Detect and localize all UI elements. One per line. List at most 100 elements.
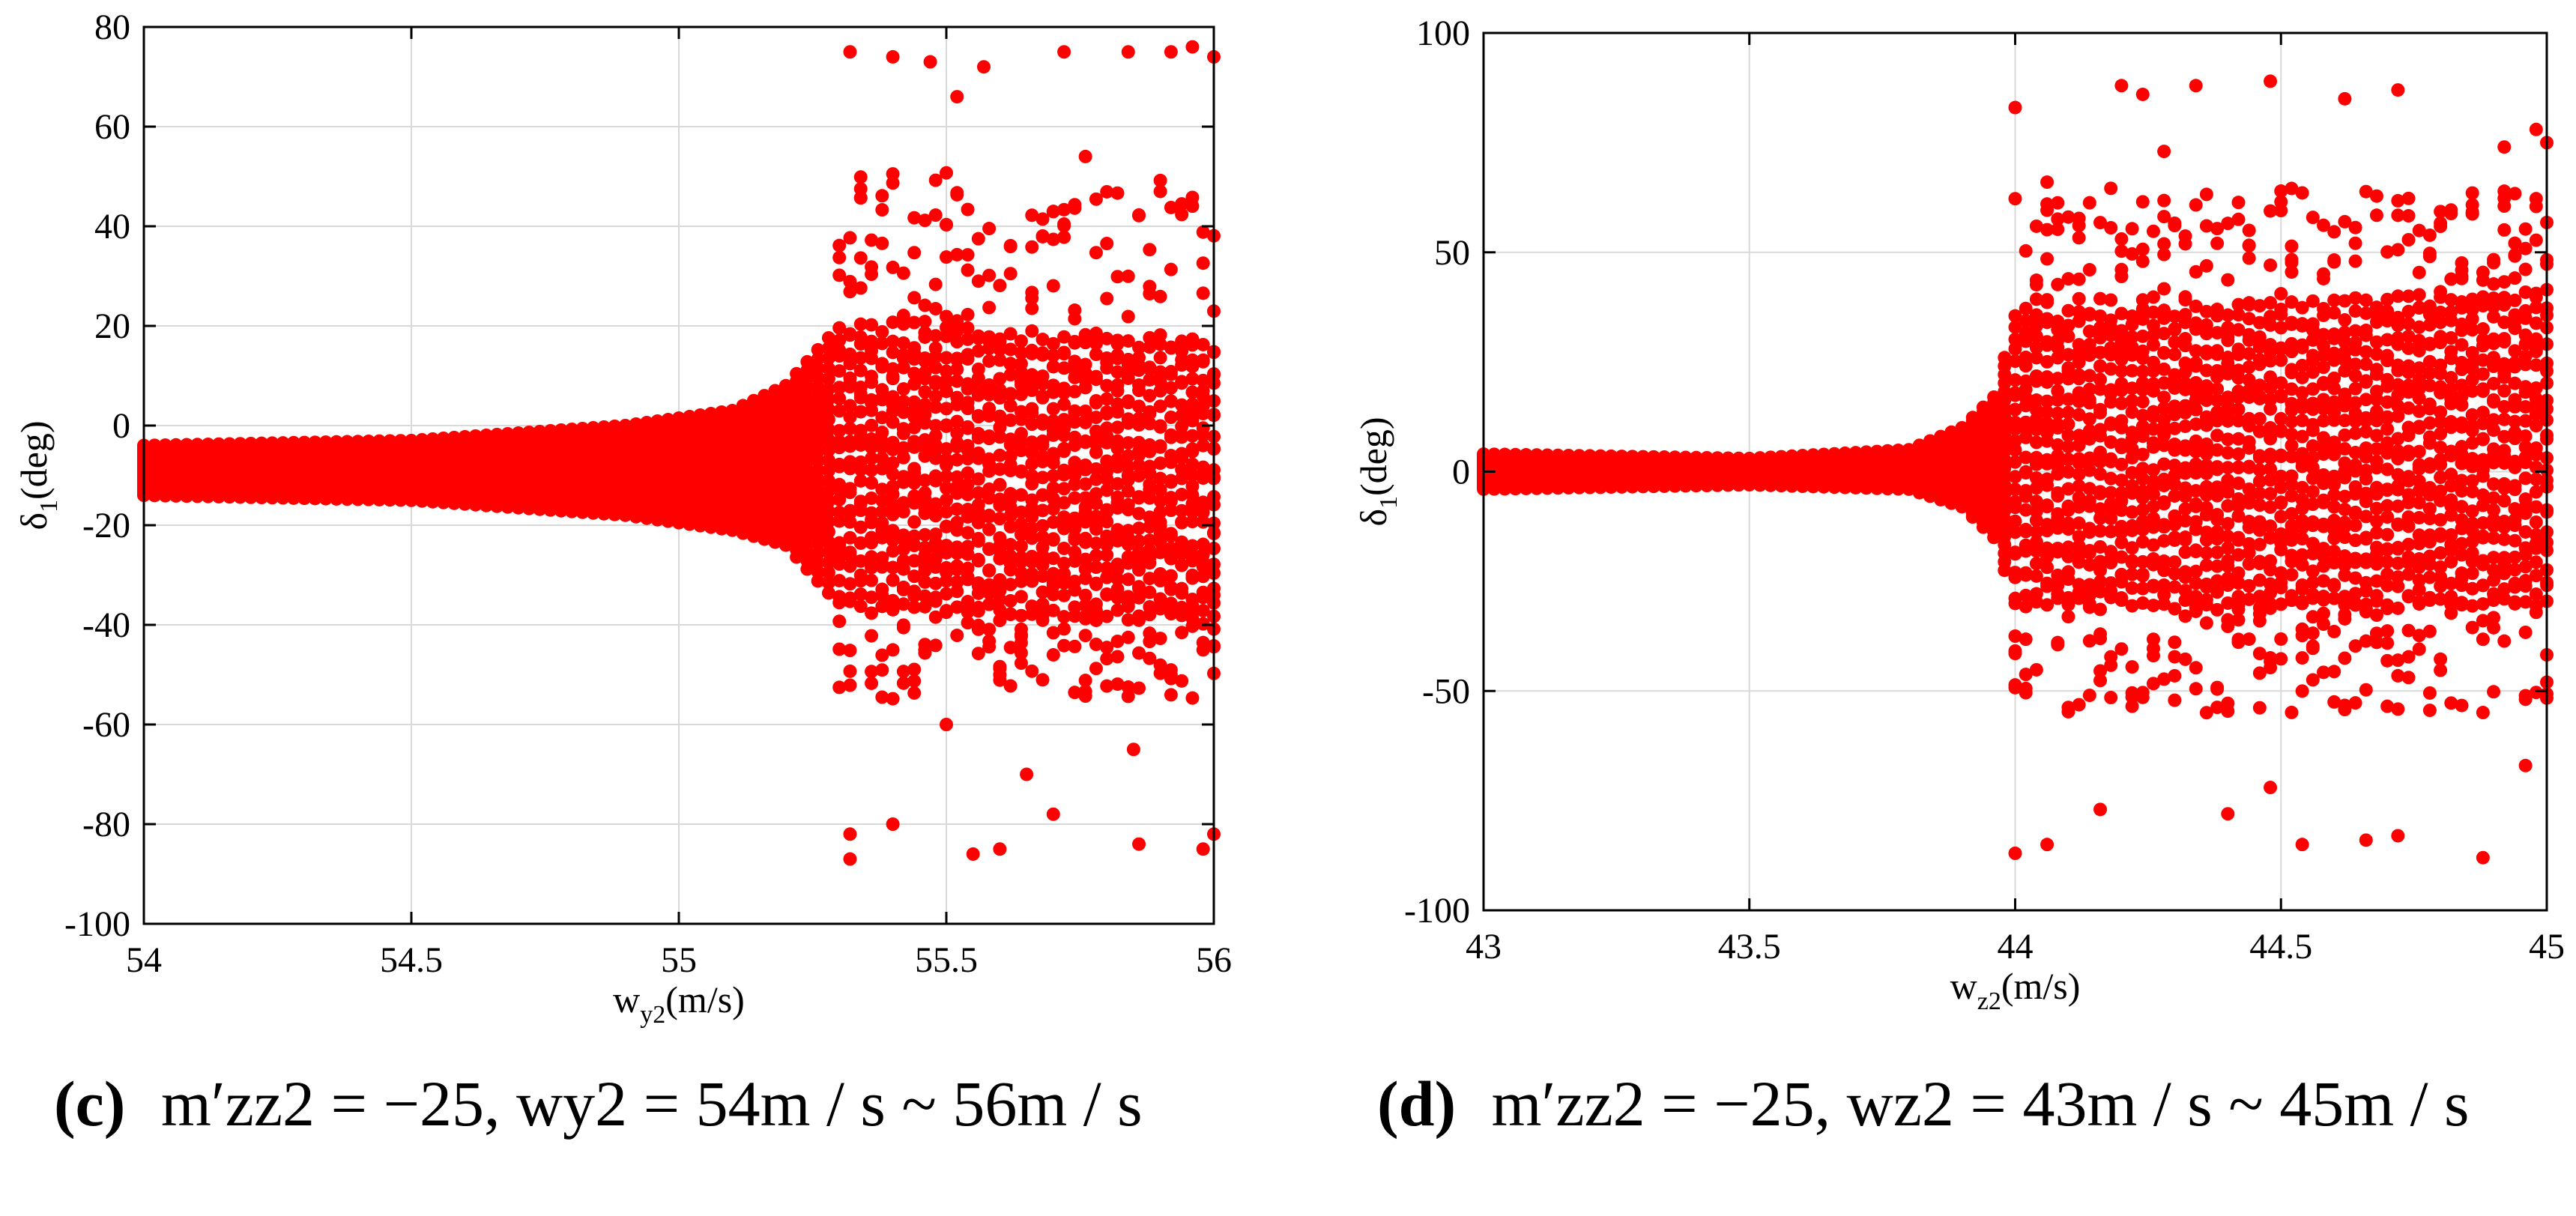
data-point: [1089, 369, 1103, 384]
data-point: [1068, 639, 1082, 653]
data-point: [2093, 330, 2108, 345]
y-tick-label: 40: [94, 207, 130, 246]
data-point: [1848, 446, 1863, 460]
data-point: [1153, 337, 1167, 351]
x-axis-label: wy2(m/s): [613, 978, 745, 1029]
data-point: [2199, 258, 2213, 273]
data-point: [1057, 381, 1071, 396]
data-point: [1153, 545, 1167, 560]
data-point: [2231, 461, 2246, 475]
data-point: [2072, 438, 2086, 453]
data-point: [2040, 197, 2055, 211]
data-point: [2135, 293, 2150, 307]
data-point: [1068, 201, 1082, 215]
data-point: [2157, 438, 2171, 453]
data-point: [715, 405, 729, 420]
data-point: [2242, 632, 2256, 647]
data-point: [533, 424, 547, 438]
data-point: [758, 389, 772, 403]
data-point: [1003, 487, 1018, 501]
data-point: [1100, 291, 1114, 306]
data-point: [2114, 414, 2129, 428]
data-point: [2051, 568, 2065, 582]
data-point: [1089, 638, 1103, 652]
data-point: [2157, 303, 2171, 318]
data-point: [982, 429, 997, 444]
data-point: [2252, 498, 2267, 512]
data-point: [918, 589, 932, 603]
data-point: [961, 561, 975, 575]
data-point: [2210, 545, 2225, 560]
data-point: [853, 438, 868, 452]
data-point: [811, 546, 825, 560]
data-point: [1508, 447, 1523, 462]
data-point-outlier: [950, 90, 964, 104]
data-point: [2040, 416, 2055, 430]
data-point: [693, 408, 707, 423]
data-point: [2178, 565, 2192, 579]
data-point: [940, 505, 953, 519]
data-point: [1025, 599, 1039, 614]
data-point: [1078, 531, 1092, 545]
data-point: [2231, 414, 2246, 428]
data-point: [2199, 577, 2213, 591]
data-point: [415, 432, 429, 447]
data-point: [1068, 545, 1082, 560]
data-point: [2178, 307, 2192, 321]
data-point: [993, 420, 1007, 435]
data-point: [2072, 500, 2086, 514]
data-point: [1196, 569, 1210, 584]
data-point: [2008, 545, 2022, 560]
data-point: [1089, 411, 1103, 425]
data-point: [1185, 515, 1200, 529]
data-point: [971, 515, 985, 530]
data-point: [1110, 365, 1125, 379]
data-point: [993, 279, 1007, 293]
data-point: [1153, 632, 1167, 646]
data-point: [2114, 519, 2129, 533]
data-point: [2168, 635, 2182, 650]
data-point: [1132, 506, 1146, 521]
data-point: [1121, 352, 1135, 366]
data-point: [778, 378, 793, 393]
data-point: [1003, 327, 1018, 341]
data-point: [950, 584, 964, 599]
data-point: [2252, 378, 2267, 393]
data-point: [2082, 308, 2096, 322]
data-point: [1121, 334, 1135, 348]
data-point: [2072, 291, 2086, 306]
data-point: [961, 488, 975, 502]
data-point: [1153, 173, 1167, 187]
data-point: [928, 277, 943, 291]
data-point: [993, 335, 1007, 349]
data-point: [853, 191, 868, 205]
data-point: [1025, 324, 1039, 338]
data-point: [853, 599, 868, 614]
data-point: [928, 438, 943, 453]
data-point: [853, 281, 868, 295]
data-point: [918, 325, 932, 339]
data-point: [1046, 205, 1060, 219]
data-point: [918, 385, 932, 399]
data-point: [832, 536, 847, 550]
data-point: [2135, 195, 2150, 209]
data-point: [1003, 368, 1018, 382]
data-point: [1014, 539, 1028, 554]
data-point: [821, 433, 835, 447]
data-point: [811, 435, 825, 450]
data-point-outlier: [1164, 45, 1178, 59]
data-point: [1806, 448, 1820, 462]
data-point: [811, 537, 825, 551]
data-point: [1121, 590, 1135, 604]
data-point: [565, 422, 579, 436]
data-point: [2242, 373, 2256, 387]
data-point: [853, 474, 868, 488]
data-point: [2093, 372, 2108, 387]
data-point: [393, 434, 408, 448]
data-point: [971, 329, 985, 343]
data-point: [1110, 557, 1125, 572]
data-point: [2135, 395, 2150, 409]
data-point: [1196, 286, 1210, 300]
data-point: [2146, 338, 2160, 352]
data-point: [308, 435, 322, 450]
